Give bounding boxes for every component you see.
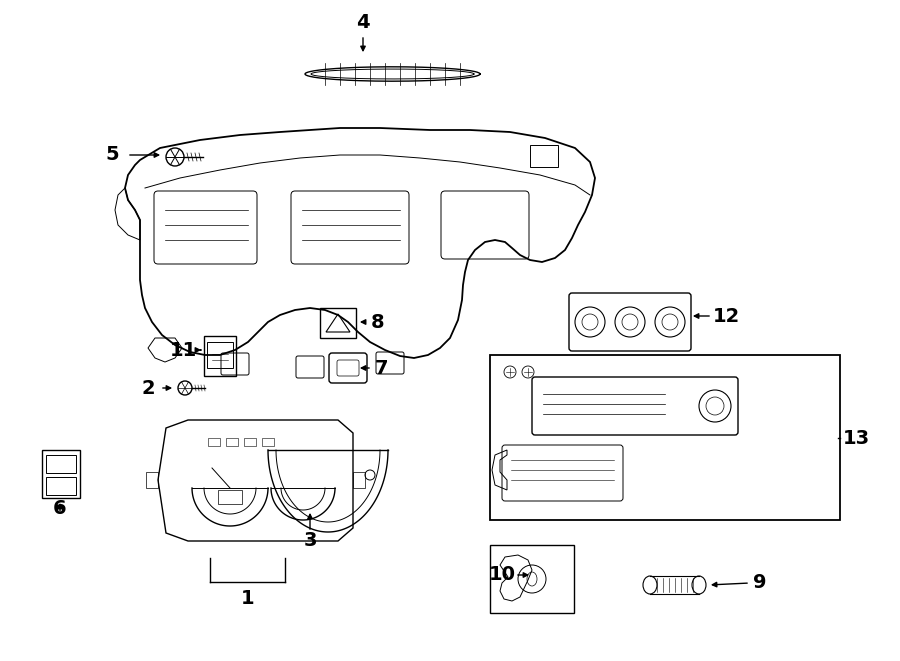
Bar bbox=[490, 355, 840, 520]
Text: 1: 1 bbox=[241, 588, 255, 607]
Bar bbox=[530, 145, 558, 167]
Text: 7: 7 bbox=[375, 358, 389, 377]
Bar bbox=[146, 472, 158, 488]
Text: 8: 8 bbox=[371, 313, 385, 332]
Bar bbox=[218, 490, 242, 504]
Bar bbox=[244, 438, 256, 446]
Bar bbox=[204, 336, 236, 376]
Text: 11: 11 bbox=[169, 340, 196, 360]
Bar bbox=[208, 438, 220, 446]
Text: 12: 12 bbox=[713, 307, 740, 325]
Text: 10: 10 bbox=[489, 566, 516, 584]
Bar bbox=[42, 450, 80, 498]
Text: 3: 3 bbox=[303, 531, 317, 549]
Bar bbox=[207, 342, 233, 368]
Text: 5: 5 bbox=[105, 145, 119, 165]
Text: 4: 4 bbox=[356, 13, 370, 32]
Bar bbox=[46, 477, 76, 495]
Bar bbox=[353, 472, 365, 488]
Text: 6: 6 bbox=[53, 498, 67, 518]
Text: 9: 9 bbox=[753, 574, 767, 592]
Bar bbox=[262, 438, 274, 446]
Bar bbox=[226, 438, 238, 446]
Text: 13: 13 bbox=[842, 428, 869, 447]
Bar bbox=[320, 308, 356, 338]
Bar bbox=[490, 545, 574, 613]
Bar bbox=[46, 455, 76, 473]
Text: 2: 2 bbox=[141, 379, 155, 397]
